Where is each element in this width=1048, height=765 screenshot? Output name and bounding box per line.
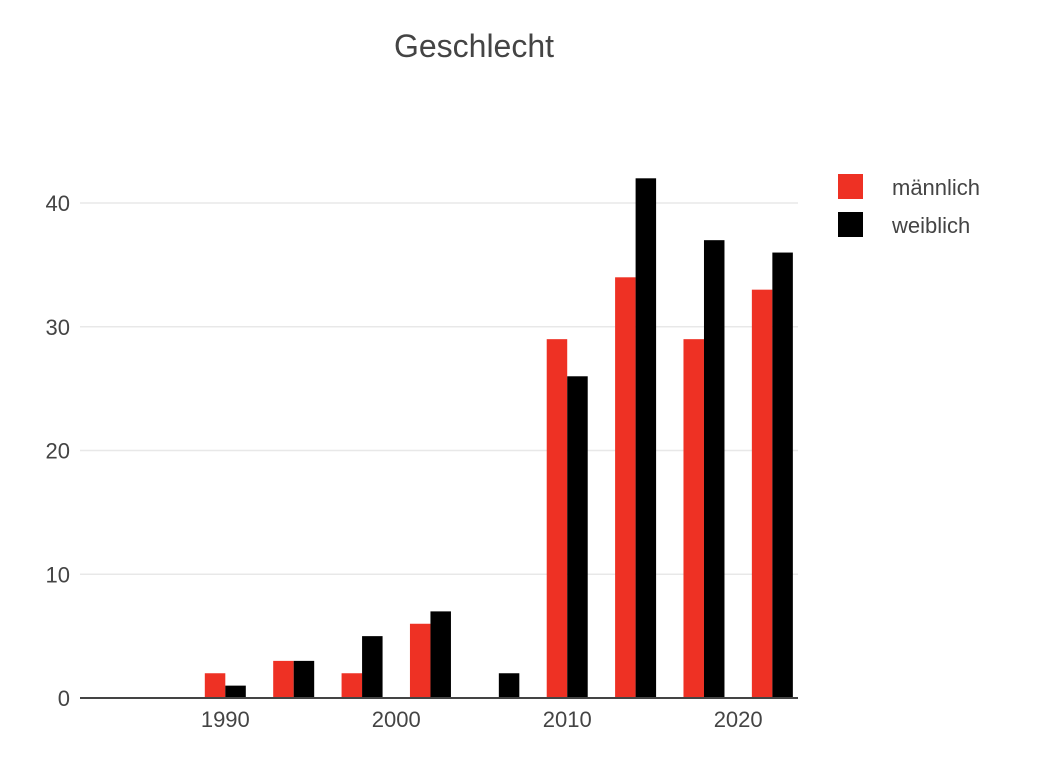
bar-maennlich[interactable] — [751, 289, 773, 698]
gridlines — [80, 202, 798, 576]
axes: 0 10 20 30 40 1990 2000 2010 2020 — [46, 191, 798, 732]
bar-weiblich[interactable] — [293, 660, 315, 698]
legend-swatch[interactable] — [838, 174, 863, 199]
x-tick-label: 2000 — [372, 707, 421, 732]
bar-maennlich[interactable] — [615, 277, 636, 698]
x-tick-label: 2020 — [714, 707, 763, 732]
y-tick-label: 0 — [58, 686, 70, 711]
y-tick-label: 30 — [46, 315, 70, 340]
bar-maennlich[interactable] — [409, 623, 431, 698]
bar-weiblich[interactable] — [498, 673, 520, 698]
bar-weiblich[interactable] — [430, 611, 451, 698]
bar-weiblich[interactable] — [703, 240, 725, 698]
bar-weiblich[interactable] — [567, 376, 588, 698]
bar-maennlich[interactable] — [546, 339, 568, 698]
bar-maennlich[interactable] — [273, 660, 294, 698]
bar-weiblich[interactable] — [772, 252, 793, 699]
y-tick-label: 40 — [46, 191, 70, 216]
x-tick-label: 1990 — [201, 707, 250, 732]
bar-weiblich[interactable] — [225, 685, 246, 698]
legend-label[interactable]: männlich — [892, 175, 980, 200]
x-tick-label: 2010 — [543, 707, 592, 732]
bar-weiblich[interactable] — [362, 636, 383, 698]
bar-maennlich[interactable] — [341, 673, 363, 698]
bar-maennlich[interactable] — [683, 339, 704, 698]
y-tick-label: 20 — [46, 439, 70, 464]
bars — [204, 178, 793, 699]
legend-swatch[interactable] — [838, 212, 863, 237]
y-tick-label: 10 — [46, 562, 70, 587]
bar-maennlich[interactable] — [204, 673, 226, 698]
legend[interactable]: männlich weiblich — [838, 174, 980, 238]
legend-label[interactable]: weiblich — [891, 213, 970, 238]
chart-title: Geschlecht — [394, 28, 554, 64]
bar-weiblich[interactable] — [635, 178, 657, 699]
